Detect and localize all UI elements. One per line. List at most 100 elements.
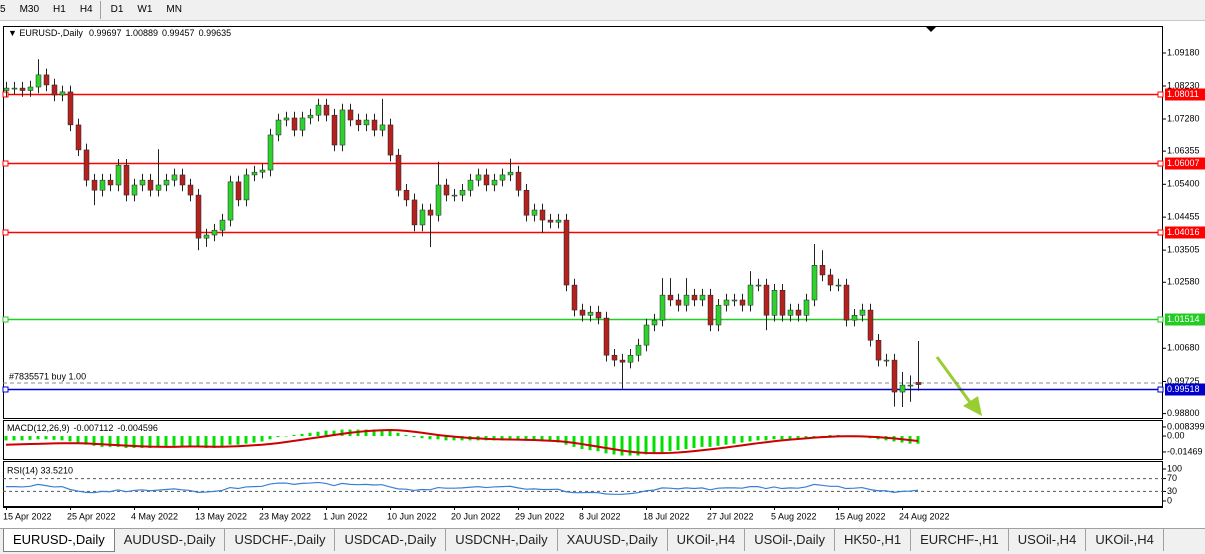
candle-body xyxy=(171,174,178,181)
candle-body xyxy=(859,309,866,316)
macd-bar xyxy=(364,429,368,437)
macd-bar xyxy=(604,436,608,454)
chart-tab[interactable]: AUDUSD-,Daily xyxy=(115,529,226,551)
candle-body xyxy=(843,284,850,321)
open: 0.99697 xyxy=(89,28,122,38)
macd-bar xyxy=(676,436,680,451)
chart-tab[interactable]: USDCHF-,Daily xyxy=(225,529,336,551)
timeframe-button[interactable]: W1 xyxy=(137,4,153,15)
chart-tab[interactable]: UKOil-,H4 xyxy=(1086,529,1164,551)
level-handle xyxy=(2,316,9,323)
timeframe-button[interactable]: MN xyxy=(166,4,182,15)
macd-bar xyxy=(644,436,648,455)
macd-bar xyxy=(772,436,776,440)
macd-panel xyxy=(3,420,1163,460)
candle-body xyxy=(211,229,218,236)
chart-tab[interactable]: XAUUSD-,Daily xyxy=(558,529,668,551)
candle-body xyxy=(851,315,858,321)
chart-tab[interactable]: EURCHF-,H1 xyxy=(911,529,1009,551)
x-tick-label: 15 Apr 2022 xyxy=(3,511,52,521)
candle-body xyxy=(539,209,546,221)
candle-body xyxy=(635,344,642,356)
macd-bar xyxy=(260,436,264,442)
timeframe-button[interactable]: D1 xyxy=(110,4,124,15)
candle-body xyxy=(195,194,202,239)
candle-body xyxy=(771,290,778,316)
timeframe-button[interactable]: 5 xyxy=(0,4,6,15)
macd-bar xyxy=(204,436,208,448)
macd-bar xyxy=(732,436,736,444)
timeframe-button[interactable]: H4 xyxy=(73,1,101,19)
macd-bar xyxy=(116,436,120,447)
candle-body xyxy=(875,340,882,361)
candle-body xyxy=(435,184,442,216)
level-label: 1.08011 xyxy=(1167,89,1199,99)
macd-bar xyxy=(684,436,688,450)
macd-bar xyxy=(52,436,56,440)
candle-body xyxy=(403,189,410,201)
candle-body xyxy=(555,219,562,223)
x-tick-label: 25 Apr 2022 xyxy=(67,511,116,521)
macd-bar xyxy=(316,431,320,437)
x-tick-label: 15 Aug 2022 xyxy=(835,511,886,521)
macd-bar xyxy=(388,430,392,437)
chart-tab[interactable]: USDCNH-,Daily xyxy=(446,529,558,551)
macd-value: -0.007112 xyxy=(74,423,114,433)
candle-body xyxy=(451,194,458,197)
candle-body xyxy=(243,174,250,201)
chart-header: ▼ EURUSD-,Daily 0.99697 1.00889 0.99457 0.99… xyxy=(8,28,231,38)
candle-body xyxy=(643,324,650,346)
candle-body xyxy=(131,184,138,196)
x-tick-label: 20 Jun 2022 xyxy=(451,511,501,521)
candle-body xyxy=(3,87,10,91)
candle-body xyxy=(587,311,594,316)
x-tick-label: 13 May 2022 xyxy=(195,511,247,521)
candle-body xyxy=(411,199,418,226)
candle-body xyxy=(291,117,298,131)
x-tick-label: 23 May 2022 xyxy=(259,511,311,521)
macd-bar xyxy=(796,436,800,439)
candle-body xyxy=(667,294,674,301)
chart-tab[interactable]: USOil-,Daily xyxy=(745,529,835,551)
candle-body xyxy=(43,74,50,86)
candle-body xyxy=(419,209,426,226)
macd-bar xyxy=(692,436,696,448)
macd-bar xyxy=(828,434,832,437)
y-tick-label: 1.02580 xyxy=(1167,277,1200,287)
candle-body xyxy=(715,304,722,326)
level-handle xyxy=(1157,91,1164,98)
candle-body xyxy=(139,179,146,186)
macd-bar xyxy=(780,436,784,440)
candle-body xyxy=(259,169,266,173)
candle-body xyxy=(691,294,698,301)
macd-bar xyxy=(508,436,512,440)
candle-body xyxy=(371,119,378,131)
rsi-tick-label: 0 xyxy=(1167,495,1172,505)
macd-bar xyxy=(596,436,600,452)
chart-tab[interactable]: EURUSD-,Daily xyxy=(3,529,115,552)
macd-bar xyxy=(28,436,32,440)
level-label: 0.99518 xyxy=(1167,384,1200,394)
macd-bar xyxy=(668,436,672,452)
shift-marker xyxy=(926,27,936,32)
chart-tab[interactable]: USOil-,H4 xyxy=(1009,529,1087,551)
macd-bar xyxy=(532,436,536,441)
chart-tab[interactable]: HK50-,H1 xyxy=(835,529,912,551)
candle-body xyxy=(795,309,802,316)
candle-body xyxy=(11,87,18,90)
macd-bar xyxy=(92,436,96,446)
candle-body xyxy=(251,171,258,176)
candle-body xyxy=(659,294,666,321)
close: 0.99635 xyxy=(199,28,232,38)
y-tick-label: 1.06355 xyxy=(1167,146,1200,156)
timeframe-button[interactable]: M30 xyxy=(19,4,40,15)
chart-tab[interactable]: UKOil-,H4 xyxy=(668,529,746,551)
candle-body xyxy=(835,284,842,287)
candle-body xyxy=(915,382,922,385)
candle-body xyxy=(755,284,762,287)
candle-body xyxy=(467,179,474,191)
x-tick-label: 27 Jul 2022 xyxy=(707,511,754,521)
chart-tab[interactable]: USDCAD-,Daily xyxy=(335,529,447,551)
macd-bar xyxy=(292,434,296,437)
timeframe-button[interactable]: H1 xyxy=(53,4,66,15)
